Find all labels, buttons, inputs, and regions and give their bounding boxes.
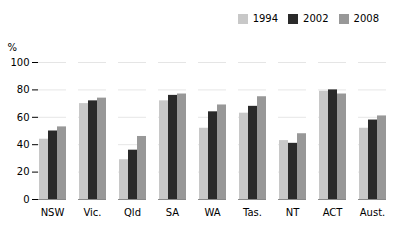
html-text:2008: 2008 xyxy=(353,13,379,24)
svg-text:%: % xyxy=(8,42,18,53)
svg-text:40: 40 xyxy=(17,139,30,150)
svg-text:100: 100 xyxy=(10,57,29,68)
svg-text:80: 80 xyxy=(17,84,30,95)
svg-text:Aust.: Aust. xyxy=(360,207,386,218)
svg-text:WA: WA xyxy=(204,207,220,218)
html-text:1994: 1994 xyxy=(252,13,279,24)
svg-text:NSW: NSW xyxy=(41,207,65,218)
svg-text:Qld: Qld xyxy=(124,207,141,218)
svg-text:20: 20 xyxy=(17,166,30,177)
svg-text:NT: NT xyxy=(286,207,300,218)
svg-text:0: 0 xyxy=(23,194,29,205)
svg-text:60: 60 xyxy=(17,112,30,123)
html-text:2002: 2002 xyxy=(303,13,329,24)
svg-text:Tas.: Tas. xyxy=(242,207,262,218)
svg-text:Vic.: Vic. xyxy=(83,207,101,218)
svg-text:SA: SA xyxy=(166,207,180,218)
svg-text:ACT: ACT xyxy=(323,207,344,218)
